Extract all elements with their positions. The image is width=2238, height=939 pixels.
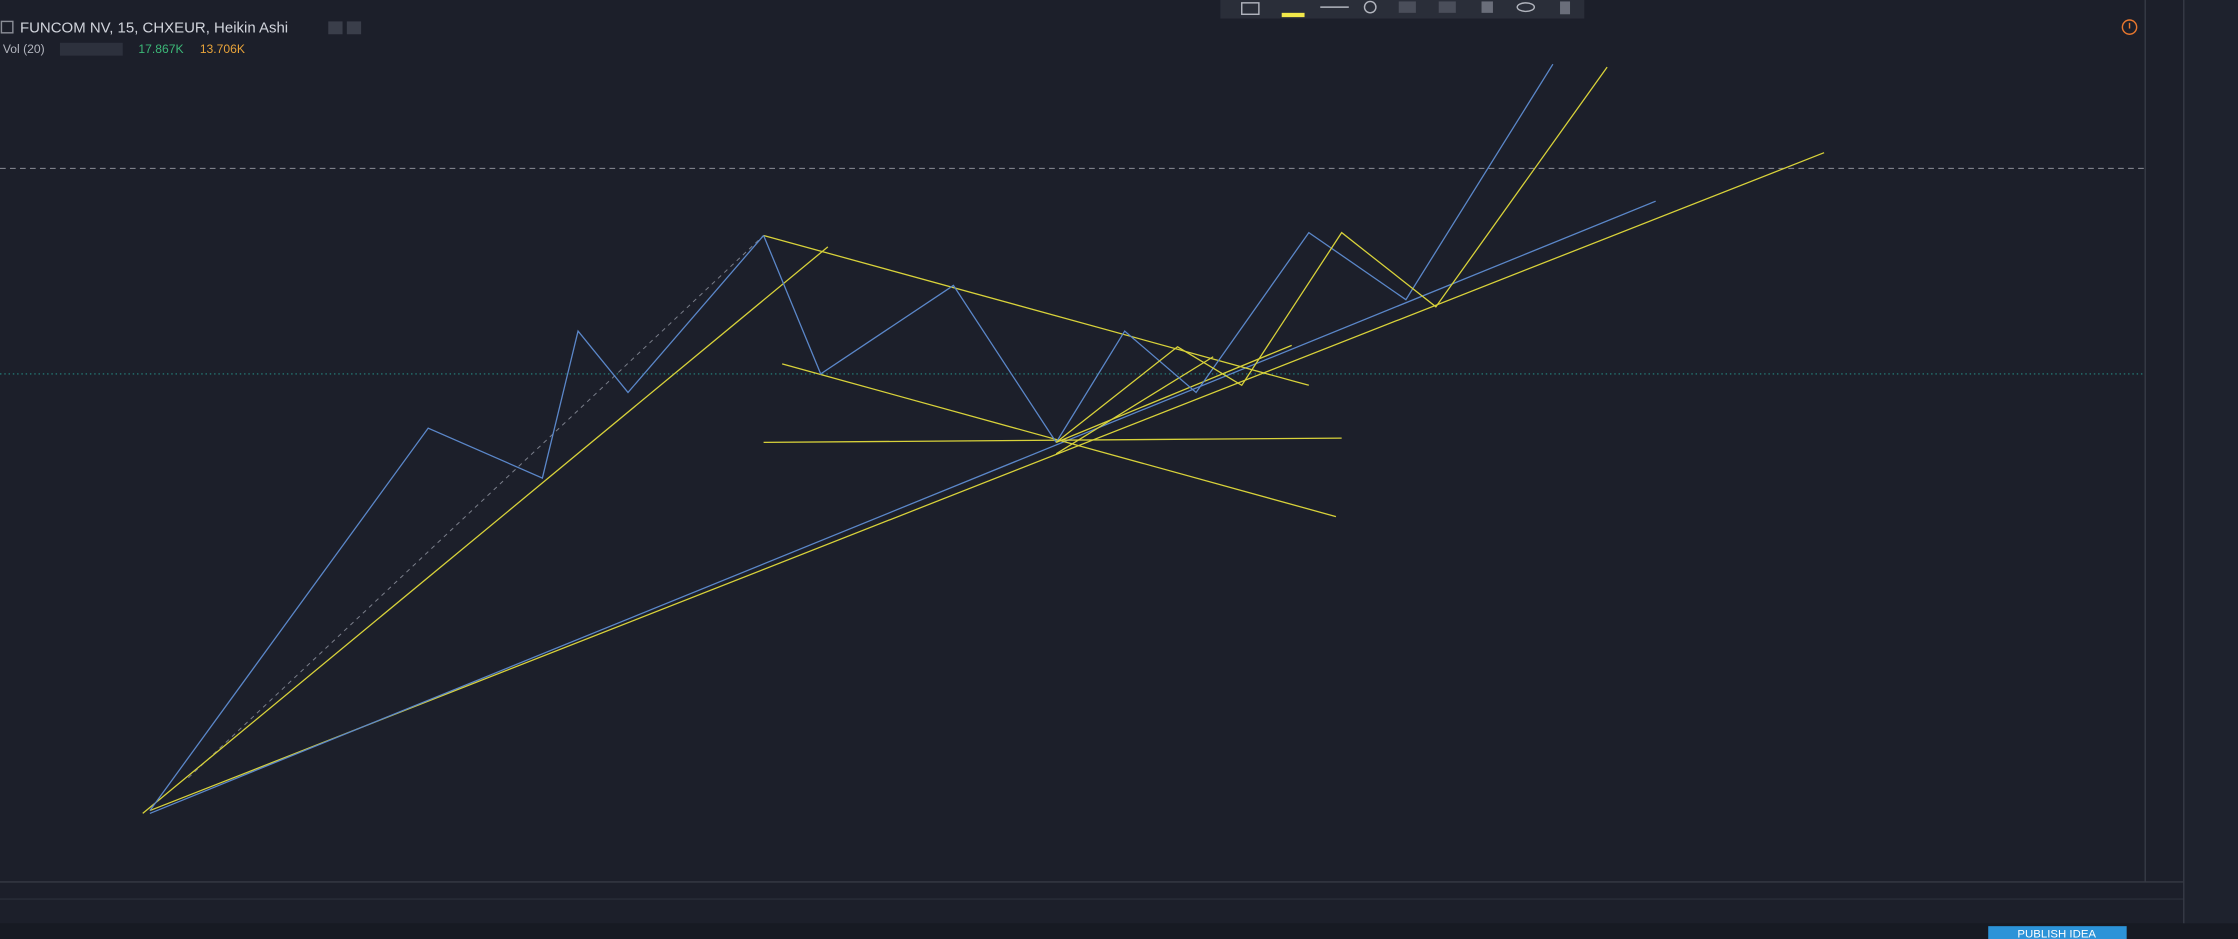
bottom-toolbar [0,899,2184,924]
tool-icon[interactable] [1398,1,1416,13]
trendline [763,437,1342,444]
status-bar [0,923,2238,939]
tool-icon[interactable] [1241,2,1260,15]
trendline [1055,356,1214,455]
collapse-icon[interactable] [0,20,14,34]
tool-delete[interactable] [1560,1,1571,15]
tool-visibility[interactable] [1516,2,1536,13]
trendline [149,200,1656,815]
tool-settings[interactable] [1363,0,1377,14]
wave-blue [1055,63,1554,443]
volume-ma: 13.706K [200,42,245,56]
volume-buttons[interactable] [59,42,123,56]
tool-color[interactable] [1281,12,1305,18]
drawings [142,63,1825,815]
volume-value: 17.867K [138,42,183,56]
alert-icon[interactable] [2121,19,2138,35]
fib-trendline [188,235,764,779]
wave-blue [149,235,765,811]
wave-blue [763,235,1057,443]
trendline [149,152,1825,812]
sidebar [2183,0,2238,924]
wave-yellow [1055,66,1608,443]
publish-label[interactable]: PUBLISH IDEA [2017,929,2096,939]
tool-icon[interactable] [1438,1,1456,13]
price-axis [2145,0,2184,882]
trendline [1055,344,1292,443]
symbol-title[interactable]: FUNCOM NV, 15, CHXEUR, Heikin Ashi [20,19,288,36]
publish-button[interactable] [1988,926,2127,939]
header-button[interactable] [346,21,362,35]
volume-title[interactable]: Vol (20) [3,42,45,56]
trendline [142,246,829,814]
header-button[interactable] [328,21,343,35]
tool-lock[interactable] [1481,1,1493,13]
